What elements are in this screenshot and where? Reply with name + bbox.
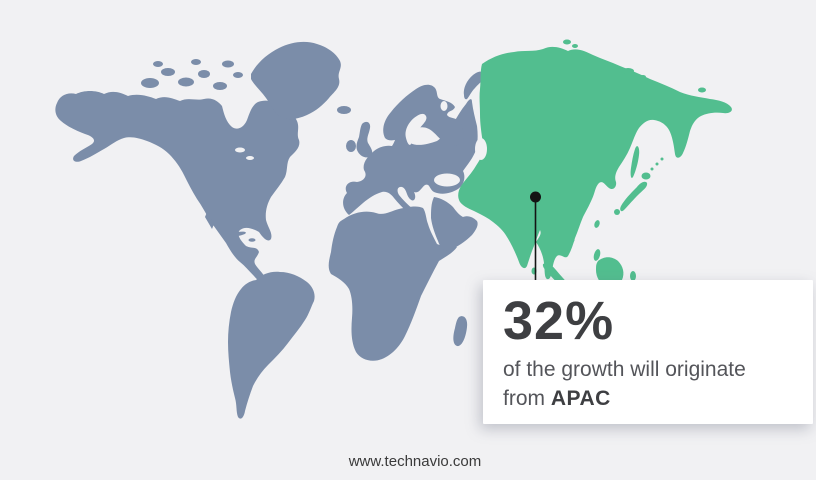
cuba bbox=[230, 231, 246, 237]
stat-description-line1: of the growth will originate bbox=[503, 358, 746, 382]
apac-marker bbox=[530, 191, 541, 282]
continent-africa bbox=[328, 206, 457, 361]
taiwan bbox=[594, 220, 600, 228]
asia-mainland bbox=[458, 46, 732, 280]
marker-dot-icon bbox=[530, 191, 541, 203]
continent-north-america bbox=[55, 91, 300, 282]
stat-callout-card: 32% of the growth will originate from AP… bbox=[483, 280, 813, 424]
kuril-island bbox=[650, 167, 654, 171]
footer-url[interactable]: www.technavio.com bbox=[348, 453, 482, 470]
kuril-island bbox=[660, 157, 664, 161]
sakhalin bbox=[630, 146, 640, 178]
caspian-sea bbox=[475, 138, 487, 160]
arabian-peninsula bbox=[431, 197, 478, 251]
stat-description-line2-prefix: from bbox=[503, 387, 551, 411]
kuril-island bbox=[655, 162, 659, 166]
philippines-luzon bbox=[593, 249, 601, 261]
new-siberian-islands bbox=[622, 68, 634, 74]
new-siberian-islands bbox=[640, 75, 646, 79]
sulawesi bbox=[630, 271, 636, 281]
baltic-sea bbox=[405, 113, 427, 145]
severnaya-zemlya bbox=[563, 39, 571, 45]
arctic-islands bbox=[141, 59, 243, 90]
white-sea bbox=[440, 101, 448, 111]
stat-region-name: APAC bbox=[550, 387, 611, 411]
hainan bbox=[569, 237, 575, 243]
continent-south-america bbox=[228, 271, 315, 419]
region-rest-of-world bbox=[55, 41, 485, 419]
japan-hokkaido bbox=[641, 172, 651, 180]
novaya-zemlya bbox=[463, 71, 485, 100]
madagascar bbox=[453, 316, 468, 347]
japan-kyushu bbox=[614, 209, 620, 215]
great-britain bbox=[356, 121, 373, 158]
japan-honshu bbox=[620, 181, 648, 212]
ireland bbox=[346, 140, 356, 152]
iceland bbox=[337, 106, 351, 114]
region-apac bbox=[458, 39, 732, 291]
st-lawrence bbox=[246, 156, 254, 160]
wrangel-island bbox=[698, 87, 706, 93]
stat-description: of the growth will originate from APAC bbox=[503, 355, 813, 413]
great-lakes bbox=[235, 147, 245, 153]
severnaya-zemlya bbox=[572, 44, 578, 48]
black-sea bbox=[434, 173, 460, 187]
baja-peninsula bbox=[205, 212, 214, 229]
stat-value: 32% bbox=[503, 291, 615, 351]
hispaniola bbox=[248, 238, 256, 242]
greenland bbox=[251, 41, 341, 120]
